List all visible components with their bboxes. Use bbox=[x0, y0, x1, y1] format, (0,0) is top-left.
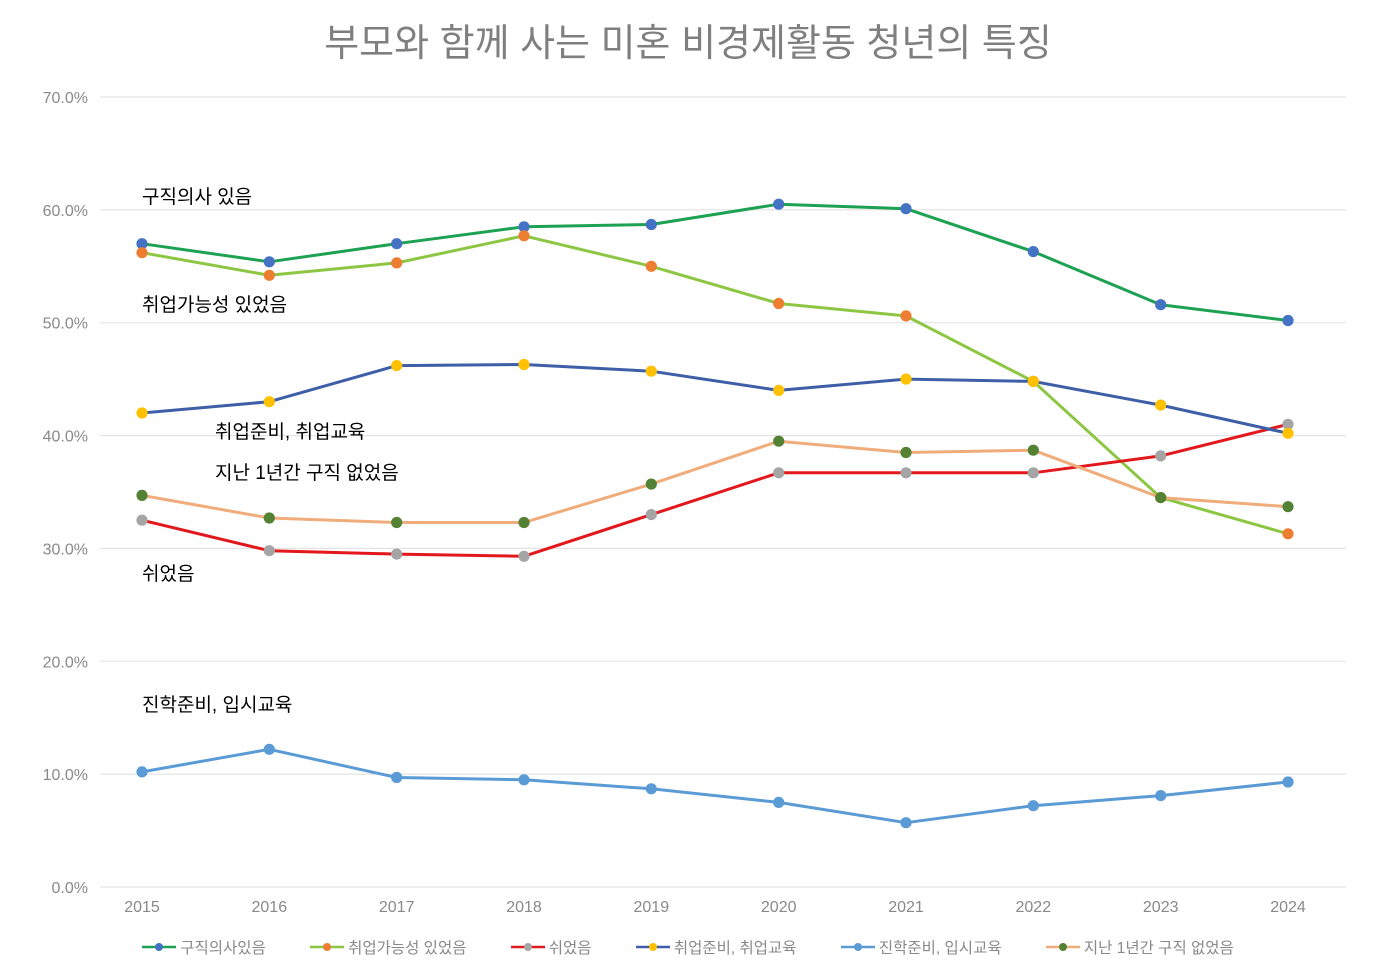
svg-text:2020: 2020 bbox=[761, 899, 797, 916]
svg-text:40.0%: 40.0% bbox=[43, 429, 88, 446]
svg-text:2024: 2024 bbox=[1270, 899, 1306, 916]
svg-text:2023: 2023 bbox=[1143, 899, 1179, 916]
svg-text:2021: 2021 bbox=[888, 899, 924, 916]
svg-text:10.0%: 10.0% bbox=[43, 767, 88, 784]
svg-text:2018: 2018 bbox=[506, 899, 542, 916]
svg-text:2017: 2017 bbox=[379, 899, 415, 916]
svg-text:0.0%: 0.0% bbox=[52, 880, 88, 897]
svg-text:구직의사 있음: 구직의사 있음 bbox=[142, 186, 252, 208]
svg-text:2016: 2016 bbox=[252, 899, 288, 916]
svg-text:30.0%: 30.0% bbox=[43, 541, 88, 558]
svg-text:지난 1년간 구직 없었음: 지난 1년간 구직 없었음 bbox=[215, 462, 399, 484]
svg-text:쉬었음: 쉬었음 bbox=[142, 563, 194, 585]
svg-text:2015: 2015 bbox=[124, 899, 160, 916]
svg-text:60.0%: 60.0% bbox=[43, 203, 88, 220]
svg-text:50.0%: 50.0% bbox=[43, 316, 88, 333]
svg-text:70.0%: 70.0% bbox=[43, 90, 88, 107]
svg-text:2022: 2022 bbox=[1016, 899, 1052, 916]
svg-text:20.0%: 20.0% bbox=[43, 654, 88, 671]
svg-text:취업준비, 취업교육: 취업준비, 취업교육 bbox=[215, 421, 365, 443]
svg-text:취업가능성 있었음: 취업가능성 있었음 bbox=[142, 294, 287, 316]
svg-text:2019: 2019 bbox=[634, 899, 670, 916]
svg-text:진학준비, 입시교육: 진학준비, 입시교육 bbox=[142, 694, 292, 716]
